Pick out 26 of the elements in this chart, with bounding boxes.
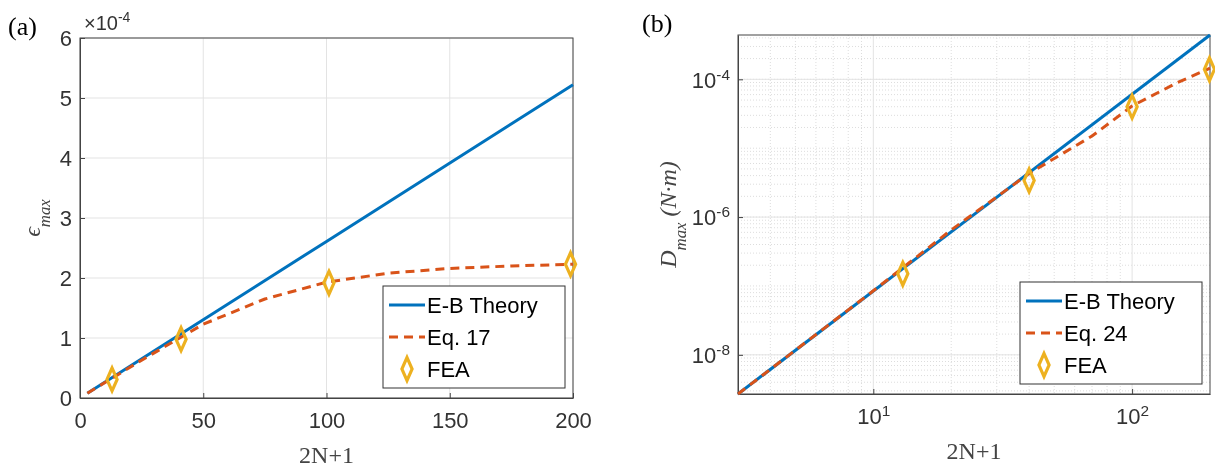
x-tick-label: 200 xyxy=(555,407,592,433)
text: ×10$^{-4}$ xyxy=(84,9,131,34)
x-tick-label: 150 xyxy=(431,407,469,433)
x-tick-label: 100 xyxy=(308,407,346,433)
x-tick-label: 10$^{1}$ xyxy=(857,401,891,429)
y-tick-label: 10$^{-8}$ xyxy=(691,340,730,369)
legend-label: E-B Theory xyxy=(1064,288,1175,314)
y-tick-label: 2 xyxy=(59,266,72,292)
y-tick-label: 1 xyxy=(59,326,72,352)
chart-title: (b) xyxy=(642,9,673,38)
y-tick-label: 10$^{-4}$ xyxy=(691,65,731,93)
x-tick-label: 50 xyxy=(191,407,216,433)
y-tick-label: 10$^{-6}$ xyxy=(691,202,730,231)
y-tick-label: 6 xyxy=(59,26,72,52)
legend-label: Eq. 24 xyxy=(1064,320,1128,346)
legend-label: FEA xyxy=(427,356,471,382)
legend-label: Eq. 17 xyxy=(427,324,491,350)
legend-label: E-B Theory xyxy=(427,292,538,318)
legend-label: FEA xyxy=(1064,352,1108,378)
y-tick-label: 4 xyxy=(59,146,72,172)
y-tick-label: 5 xyxy=(59,86,72,112)
y-tick-label: 3 xyxy=(59,206,72,232)
chart-title: (a) xyxy=(8,12,37,41)
x-tick-label: 10$^{2}$ xyxy=(1116,401,1150,429)
x-axis-title: 2N+1 xyxy=(299,442,354,468)
x-axis-title: 2N+1 xyxy=(946,438,1002,464)
